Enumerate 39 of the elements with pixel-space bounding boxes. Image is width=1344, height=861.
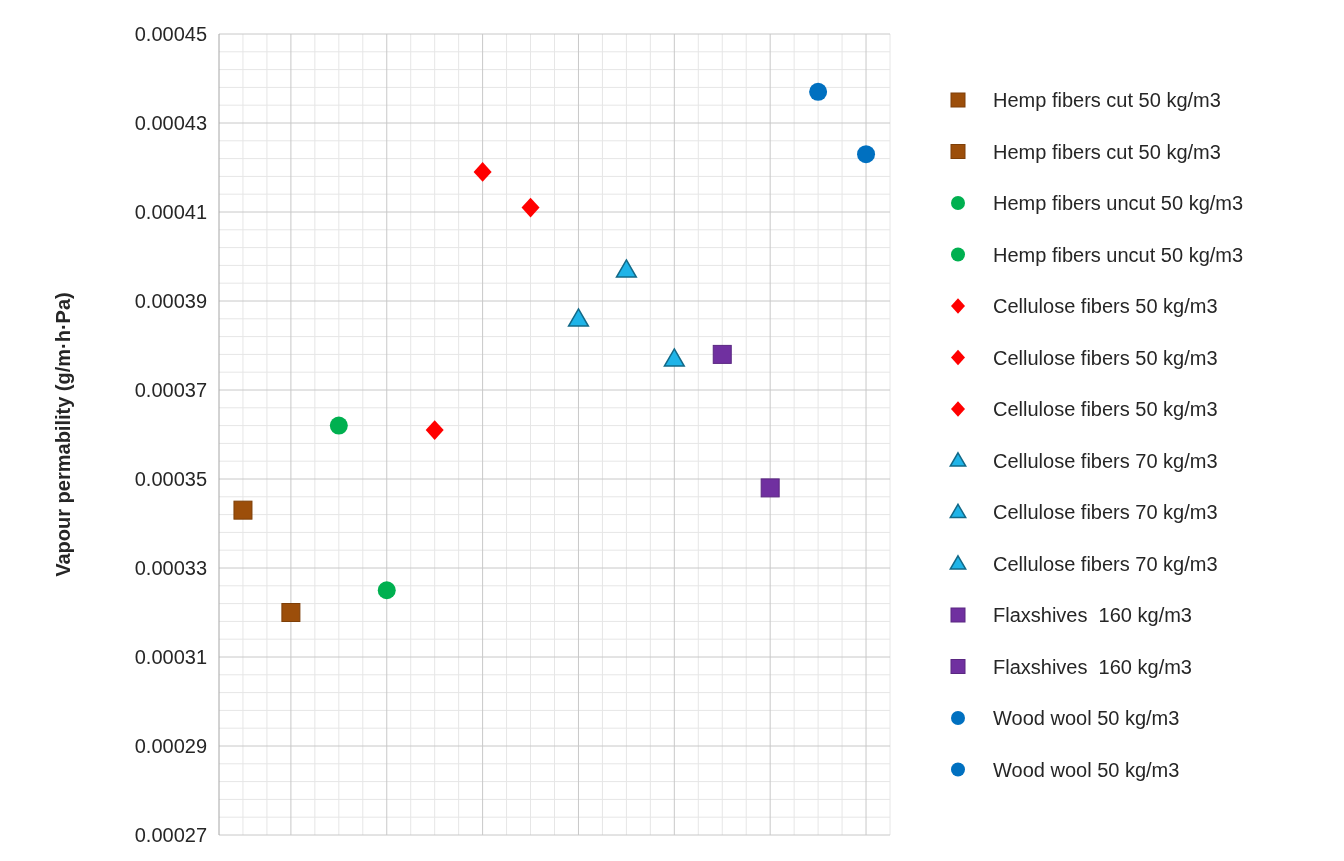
point	[425, 420, 444, 440]
point	[567, 308, 590, 327]
legend-label: Wood wool 50 kg/m3	[993, 758, 1180, 781]
y-axis-title: Vapour permability (g/m·h·Pa)	[52, 292, 74, 577]
legend-label: Flaxshives 160 kg/m3	[993, 655, 1192, 678]
legend-label: Wood wool 50 kg/m3	[993, 707, 1180, 729]
point	[615, 259, 638, 278]
point	[857, 145, 876, 164]
legend-label: Hemp fibers uncut 50 kg/m3	[993, 243, 1244, 266]
point	[329, 416, 348, 435]
y-tick-label: 0.00037	[134, 379, 207, 401]
legend-label: Cellulose fibers 50 kg/m3	[993, 346, 1218, 369]
point	[281, 603, 301, 622]
legend-label: Cellulose fibers 50 kg/m3	[993, 295, 1218, 317]
point	[809, 82, 828, 101]
point	[521, 197, 540, 218]
y-tick-label: 0.00039	[134, 290, 207, 312]
y-tick-label: 0.00033	[134, 557, 207, 579]
y-tick-label: 0.00041	[134, 201, 207, 223]
legend-label: Hemp fibers uncut 50 kg/m3	[993, 192, 1244, 214]
legend-label: Cellulose fibers 70 kg/m3	[993, 449, 1218, 472]
point	[712, 344, 732, 364]
point	[377, 581, 396, 600]
point	[473, 162, 492, 182]
y-tick-label: 0.00031	[134, 646, 207, 668]
point	[233, 500, 253, 520]
legend-label: Cellulose fibers 70 kg/m3	[993, 552, 1218, 575]
y-tick-label: 0.00043	[134, 112, 207, 134]
y-tick-label: 0.00029	[134, 735, 207, 757]
y-tick-label: 0.00027	[134, 824, 207, 846]
legend-label: Hemp fibers cut 50 kg/m3	[993, 140, 1221, 163]
y-tick-label: 0.00045	[134, 23, 207, 45]
legend-label: Hemp fibers cut 50 kg/m3	[993, 89, 1221, 111]
y-tick-label: 0.00035	[134, 468, 207, 490]
legend-label: Cellulose fibers 50 kg/m3	[993, 398, 1218, 420]
point	[663, 348, 685, 367]
point	[760, 478, 780, 498]
legend-label: Cellulose fibers 70 kg/m3	[993, 501, 1218, 523]
legend-label: Flaxshives 160 kg/m3	[993, 604, 1192, 626]
